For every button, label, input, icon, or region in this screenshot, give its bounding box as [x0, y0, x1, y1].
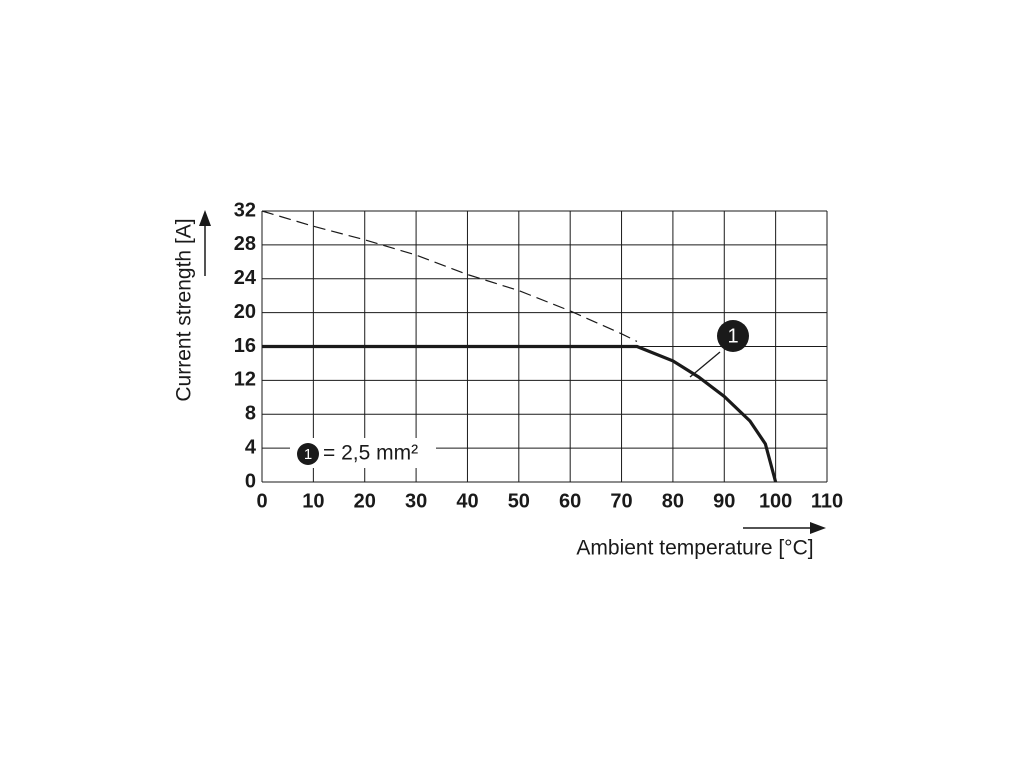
x-axis-label: Ambient temperature [°C] [576, 537, 813, 560]
x-tick-label: 30 [405, 490, 427, 512]
x-tick-label: 40 [456, 490, 478, 512]
y-tick-label: 32 [234, 199, 256, 221]
x-tick-label: 0 [256, 490, 267, 512]
legend-label: = 2,5 mm² [323, 442, 418, 465]
y-tick-label: 4 [245, 436, 257, 458]
callout-marker [717, 320, 749, 352]
x-arrow [743, 522, 826, 534]
x-tick-label: 90 [713, 490, 735, 512]
x-tick-label: 20 [354, 490, 376, 512]
line [261, 210, 638, 342]
legend-marker-label: 1 [304, 446, 312, 463]
y-arrow [199, 210, 211, 276]
legend-marker [297, 443, 319, 465]
x-tick-label: 60 [559, 490, 581, 512]
y-tick-label: 20 [234, 301, 256, 323]
x-tick-label: 100 [759, 490, 792, 512]
x-tick-label: 80 [662, 490, 684, 512]
x-tick-label: 110 [811, 490, 843, 512]
y-axis-label: Current strength [A] [173, 218, 196, 401]
x-tick-label: 50 [508, 490, 530, 512]
y-tick-label: 0 [245, 470, 256, 492]
y-tick-label: 16 [234, 335, 256, 357]
callout-line [689, 351, 721, 378]
y-tick-label: 28 [234, 233, 256, 255]
y-tick-label: 8 [245, 403, 256, 425]
y-tick-label: 24 [234, 267, 257, 289]
callout-label: 1 [727, 325, 738, 347]
line [262, 344, 778, 483]
y-tick-label: 12 [234, 369, 256, 391]
x-tick-label: 10 [302, 490, 324, 512]
x-tick-label: 70 [610, 490, 632, 512]
